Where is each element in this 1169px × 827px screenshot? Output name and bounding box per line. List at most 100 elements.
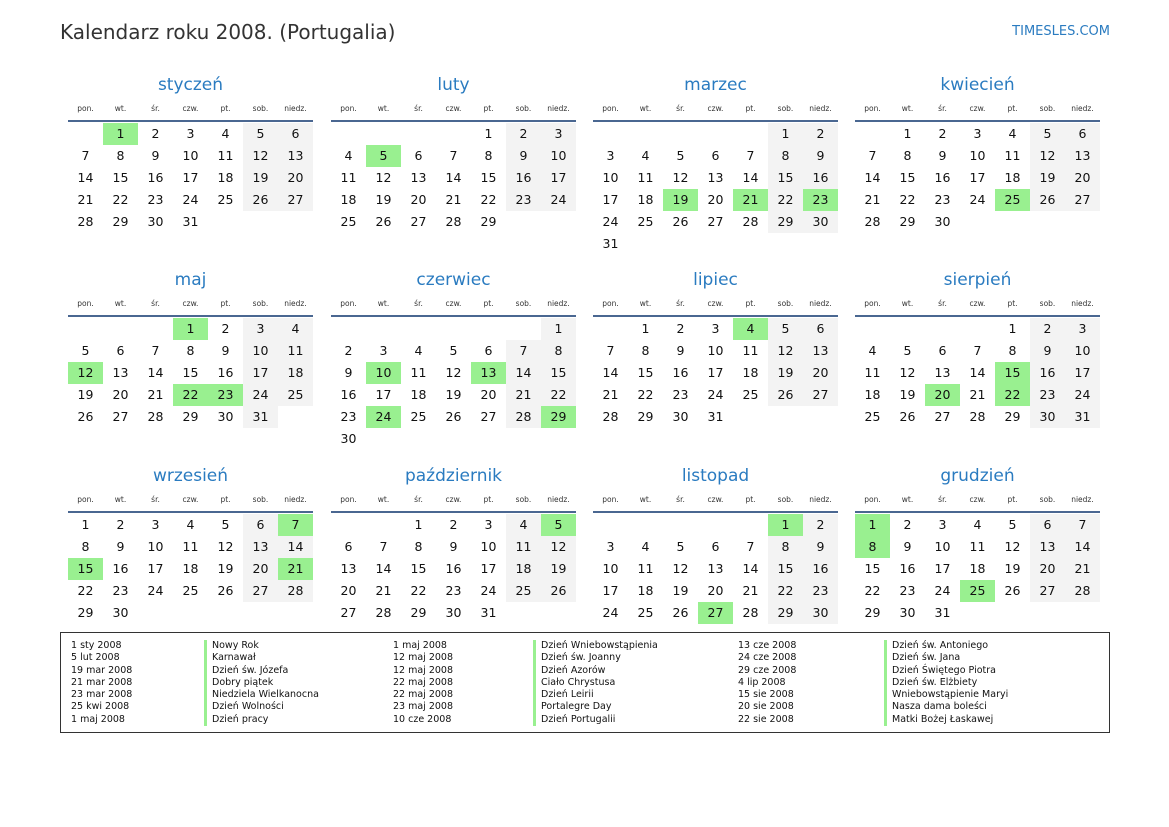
brand-link[interactable]: TIMESLES.COM (1012, 24, 1110, 39)
day-cell-weekend: 22 (768, 189, 803, 211)
day-cell-holiday: 22 (995, 384, 1030, 406)
day-cell: 3 (938, 517, 947, 532)
day-cell: 14 (969, 365, 986, 380)
holiday-name: Dzień św. Elżbiety (884, 676, 1008, 690)
holiday-date: 10 cze 2008 (393, 713, 452, 725)
day-cell: 15 (182, 365, 199, 380)
weekday-label: pon. (77, 104, 94, 113)
day-cell-weekend: 12 (541, 536, 576, 558)
day-cell-holiday: 7 (278, 514, 313, 536)
day-cell: 1 (81, 517, 90, 532)
weekday-label: czw. (445, 495, 462, 504)
day-cell-weekend: 30 (803, 211, 838, 233)
day-cell-weekend: 19 (1030, 167, 1065, 189)
day-cell: 26 (77, 409, 94, 424)
holiday-name: Nowy Rok (204, 640, 319, 653)
day-cell: 7 (606, 343, 615, 358)
day-cell: 23 (147, 192, 164, 207)
empty-cell (593, 514, 628, 536)
day-cell: 14 (602, 365, 619, 380)
day-cell-weekend: 20 (278, 167, 313, 189)
day-cell: 14 (864, 170, 881, 185)
day-cell-weekend: 26 (243, 189, 278, 211)
empty-cell (401, 123, 436, 145)
day-cell: 20 (707, 192, 724, 207)
weekday-label: pon. (340, 299, 357, 308)
day-cell: 16 (445, 561, 462, 576)
holiday-date: 21 mar 2008 (71, 676, 133, 688)
day-cell: 12 (899, 365, 916, 380)
day-cell-weekend: 17 (1065, 362, 1100, 384)
weekday-label: pt. (483, 495, 494, 504)
day-cell: 9 (903, 539, 912, 554)
day-cell: 8 (641, 343, 650, 358)
day-cell: 11 (217, 148, 234, 163)
day-cell: 27 (340, 605, 357, 620)
day-cell: 16 (112, 561, 129, 576)
weekday-label: pt. (220, 495, 231, 504)
day-cell-weekend: 5 (768, 318, 803, 340)
empty-cell (855, 318, 890, 340)
day-cell-weekend: 6 (278, 123, 313, 145)
empty-cell (663, 514, 698, 536)
day-cell: 14 (742, 170, 759, 185)
month-name: marzec (684, 75, 747, 95)
day-cell: 26 (672, 605, 689, 620)
day-cell-weekend: 7 (1065, 514, 1100, 536)
day-cell: 16 (672, 365, 689, 380)
day-grid: 1 2 3 4 5 6 7 8 9 10 11 12 13 14 15 16 17 18 19 20 21 22 23 24 2… (68, 514, 313, 624)
holiday-name: Dzień św. Antoniego (884, 640, 1008, 653)
day-cell: 11 (1004, 148, 1021, 163)
day-cell-holiday: 13 (471, 362, 506, 384)
day-cell: 7 (868, 148, 877, 163)
day-cell: 18 (182, 561, 199, 576)
day-cell: 21 (602, 387, 619, 402)
holiday-date: 12 maj 2008 (393, 664, 454, 676)
day-cell-weekend: 6 (1065, 123, 1100, 145)
day-cell: 2 (449, 517, 458, 532)
day-cell: 12 (375, 170, 392, 185)
day-cell: 31 (480, 605, 497, 620)
divider (331, 315, 576, 317)
weekday-label: wt. (901, 299, 914, 308)
day-cell: 27 (480, 409, 497, 424)
day-cell: 21 (375, 583, 392, 598)
weekday-header: pon. wt. śr. czw. pt. sob. niedz. (68, 101, 313, 117)
day-cell-weekend: 1 (541, 318, 576, 340)
day-cell-weekend: 30 (803, 602, 838, 624)
holiday-name: Dzień Azorów (533, 664, 658, 677)
day-cell-weekend: 3 (1065, 318, 1100, 340)
month-name: styczeń (157, 75, 224, 95)
weekday-label: niedz. (547, 495, 570, 504)
day-cell: 16 (217, 365, 234, 380)
day-cell: 11 (637, 170, 654, 185)
day-cell: 7 (746, 539, 755, 554)
day-cell: 28 (77, 214, 94, 229)
empty-cell (68, 123, 103, 145)
day-cell: 16 (899, 561, 916, 576)
day-grid: 1 2 3 4 5 6 7 8 9 10 11 12 13 14 15 16 17 18 19 20 21 22 23 24 2… (593, 318, 838, 428)
month-name: wrzesień (152, 466, 229, 486)
day-cell: 6 (484, 343, 493, 358)
weekday-label: czw. (445, 104, 462, 113)
day-cell: 19 (1004, 561, 1021, 576)
day-cell: 12 (672, 170, 689, 185)
day-grid: 1 2 3 4 5 6 7 8 9 10 11 12 13 14 15 16 17 18 19 20 21 22 23 24 2… (331, 123, 576, 233)
empty-cell (628, 514, 663, 536)
day-cell: 7 (973, 343, 982, 358)
empty-cell (331, 514, 366, 536)
day-cell: 6 (116, 343, 125, 358)
day-cell-weekend: 19 (768, 362, 803, 384)
day-cell-weekend: 18 (506, 558, 541, 580)
day-cell: 22 (410, 583, 427, 598)
day-cell-weekend: 18 (278, 362, 313, 384)
day-cell: 29 (480, 214, 497, 229)
holiday-date: 23 maj 2008 (393, 701, 454, 713)
weekday-label: czw. (707, 495, 724, 504)
day-cell: 27 (410, 214, 427, 229)
empty-cell (733, 123, 768, 145)
weekday-label: pon. (602, 104, 619, 113)
month-name: październik (404, 466, 503, 486)
day-cell: 25 (864, 409, 881, 424)
day-cell: 21 (77, 192, 94, 207)
